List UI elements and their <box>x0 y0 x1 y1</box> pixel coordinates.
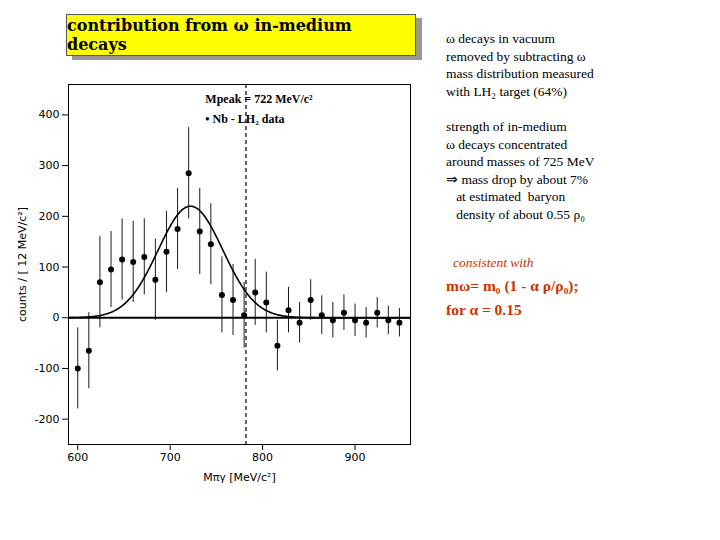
svg-text:Mπγ [MeV/c²]: Mπγ [MeV/c²] <box>203 471 276 484</box>
svg-text:600: 600 <box>67 451 88 464</box>
svg-text:300: 300 <box>39 159 60 172</box>
svg-text:-100: -100 <box>35 362 60 375</box>
svg-text:-200: -200 <box>35 413 60 426</box>
svg-text:700: 700 <box>160 451 181 464</box>
svg-text:Mpeak = 722 MeV/c²: Mpeak = 722 MeV/c² <box>205 92 313 106</box>
html-text:strength of in-medium ω decays: strength of in-medium ω decays concentra… <box>446 119 595 222</box>
svg-text:• Nb - LH₂ data: • Nb - LH₂ data <box>205 112 284 126</box>
svg-text:100: 100 <box>39 261 60 274</box>
html-text:for α = 0.15: for α = 0.15 <box>446 301 522 319</box>
svg-text:800: 800 <box>252 451 273 464</box>
svg-text:counts / [ 12 MeV/c²]: counts / [ 12 MeV/c²] <box>16 207 29 322</box>
html-text:ω decays in vacuum removed by: ω decays in vacuum removed by subtractin… <box>446 31 594 99</box>
svg-text:0: 0 <box>53 311 60 324</box>
html-text:consistent with: consistent with <box>453 255 534 271</box>
svg-text:400: 400 <box>39 108 60 121</box>
svg-text:900: 900 <box>345 451 366 464</box>
svg-text:200: 200 <box>39 210 60 223</box>
html-text:contribution from ω in-medium: contribution from ω in-medium decays <box>67 16 352 54</box>
html-text:mω= m₀ (1 - α ρ/ρ₀);: mω= m₀ (1 - α ρ/ρ₀); <box>446 277 579 295</box>
